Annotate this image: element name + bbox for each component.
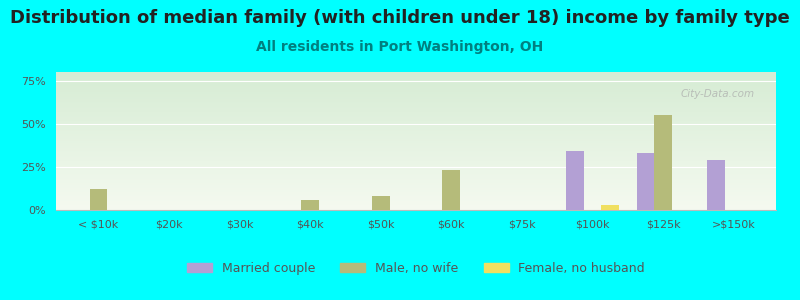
Bar [654, 115, 672, 210]
Text: Distribution of median family (with children under 18) income by family type: Distribution of median family (with chil… [10, 9, 790, 27]
Legend: Married couple, Male, no wife, Female, no husband: Married couple, Male, no wife, Female, n… [182, 257, 650, 280]
Bar [90, 189, 107, 210]
Text: City-Data.com: City-Data.com [680, 88, 754, 99]
Bar [372, 196, 390, 210]
Bar [637, 153, 654, 210]
Bar [302, 200, 319, 210]
Bar [707, 160, 725, 210]
Bar [566, 151, 584, 210]
Bar [602, 205, 619, 210]
Text: All residents in Port Washington, OH: All residents in Port Washington, OH [256, 40, 544, 55]
Bar [442, 170, 460, 210]
